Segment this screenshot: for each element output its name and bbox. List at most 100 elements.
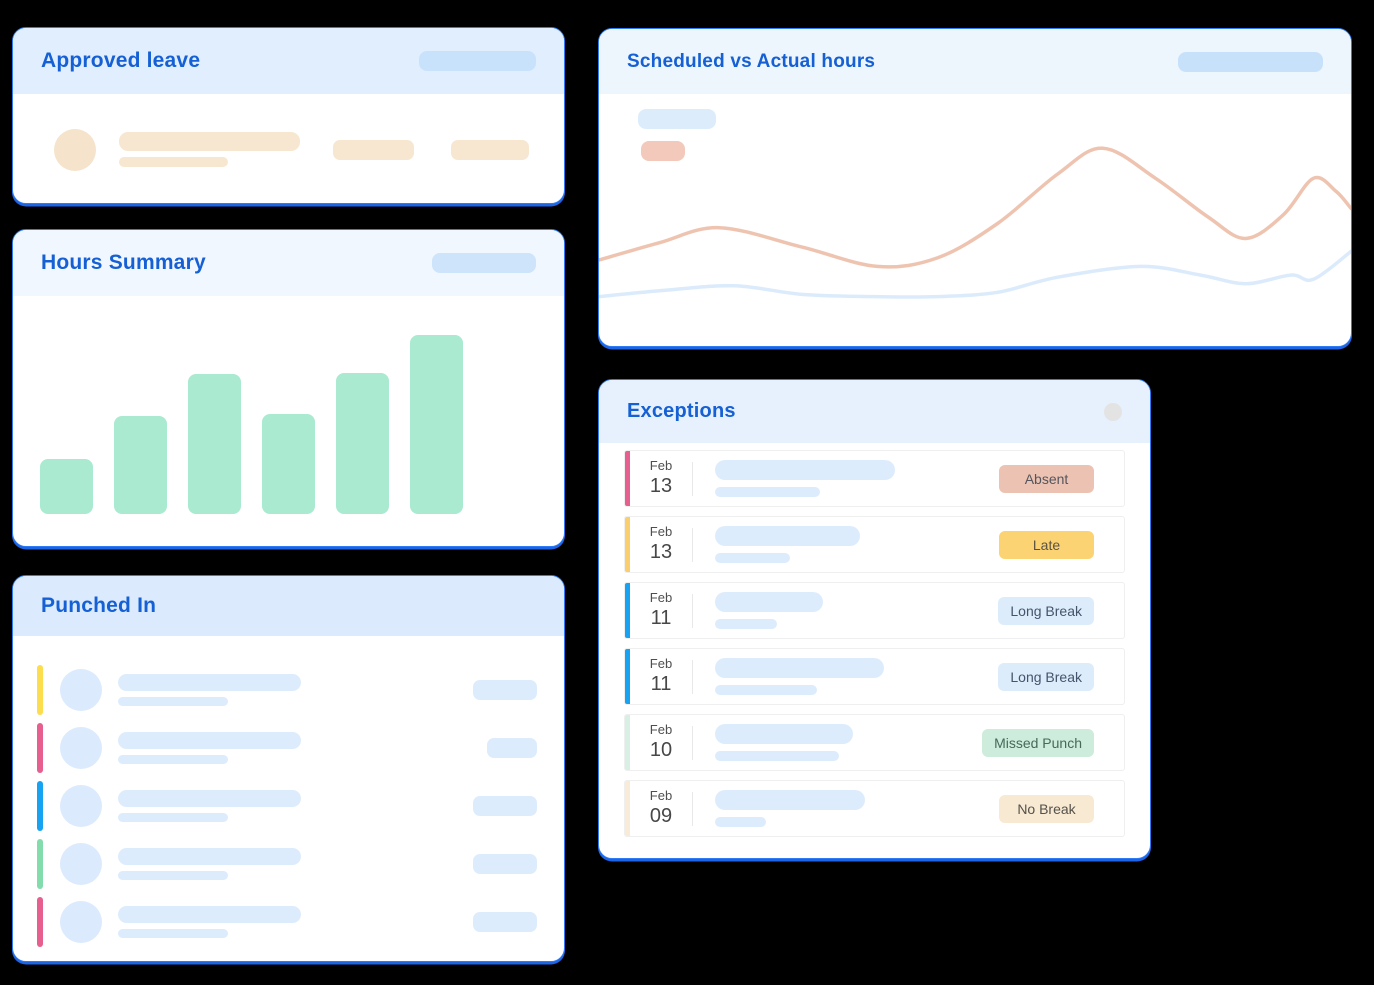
exception-status-badge: Late — [999, 530, 1094, 559]
punched-in-row[interactable] — [37, 838, 537, 889]
exception-text-placeholder — [715, 526, 860, 563]
hours-summary-card: Hours Summary — [12, 229, 565, 547]
punched-in-title: Punched In — [41, 594, 157, 617]
avatar — [60, 784, 102, 827]
scheduled-vs-actual-title: Scheduled vs Actual hours — [627, 50, 876, 72]
skeleton-col4 — [473, 795, 537, 816]
actual-line — [599, 146, 1351, 269]
skeleton-col4 — [473, 911, 537, 932]
exception-status-badge: Missed Punch — [982, 728, 1094, 757]
skeleton-line-primary — [118, 789, 301, 807]
exception-text-placeholder — [715, 592, 823, 629]
skeleton-line-secondary — [715, 553, 790, 563]
skeleton-col4 — [473, 679, 537, 700]
skeleton-line-secondary — [715, 817, 766, 827]
approved-leave-header: Approved leave — [13, 28, 564, 94]
skeleton-line-secondary — [118, 754, 228, 764]
hours-bar — [40, 459, 93, 514]
hours-summary-bar-chart — [40, 334, 463, 514]
row-indicator — [37, 780, 43, 831]
exception-date: Feb 13 — [630, 524, 692, 565]
row-indicator — [37, 838, 43, 889]
skeleton-line-secondary — [118, 870, 228, 880]
exception-text-placeholder — [715, 724, 853, 761]
date-divider — [692, 527, 693, 562]
avatar — [54, 128, 96, 171]
date-divider — [692, 593, 693, 628]
skeleton-line-primary — [715, 526, 860, 546]
exception-month: Feb — [649, 721, 673, 737]
hours-summary-header: Hours Summary — [13, 230, 564, 296]
scheduled-line — [599, 249, 1351, 299]
skeleton-col3 — [333, 139, 414, 160]
skeleton-line-primary — [715, 724, 853, 744]
exception-row[interactable]: Feb 13 Absent — [624, 450, 1125, 507]
skeleton-line-secondary — [118, 928, 228, 938]
line-chart-legend — [638, 109, 716, 161]
skeleton-line-primary — [118, 847, 301, 865]
hours-bar — [188, 374, 241, 514]
exception-row[interactable]: Feb 11 Long Break — [624, 648, 1125, 705]
scheduled-vs-actual-line-chart — [599, 146, 1351, 299]
exception-row[interactable]: Feb 10 Missed Punch — [624, 714, 1125, 771]
exception-row[interactable]: Feb 13 Late — [624, 516, 1125, 573]
scheduled-vs-actual-action-pill[interactable] — [1178, 51, 1323, 72]
row-indicator — [625, 781, 630, 836]
avatar — [60, 726, 102, 769]
exception-month: Feb — [649, 589, 673, 605]
exception-day: 11 — [650, 607, 672, 630]
skeleton-col4 — [487, 737, 537, 758]
exceptions-card: Exceptions Feb 13 Absent Feb 13 Late — [598, 379, 1151, 859]
exception-month: Feb — [649, 523, 673, 539]
skeleton-col4 — [473, 853, 537, 874]
skeleton-col4 — [451, 139, 529, 160]
exception-month: Feb — [649, 655, 673, 671]
approved-leave-row[interactable] — [13, 94, 564, 203]
skeleton-line-primary — [118, 731, 301, 749]
exception-date: Feb 09 — [630, 788, 692, 829]
exception-status-badge: Long Break — [998, 662, 1094, 691]
exceptions-list: Feb 13 Absent Feb 13 Late Feb 11 — [599, 443, 1150, 837]
exception-month: Feb — [649, 787, 673, 803]
punched-in-row[interactable] — [37, 722, 537, 773]
skeleton-line-primary — [715, 460, 895, 480]
skeleton-line-secondary — [715, 487, 820, 497]
row-indicator — [37, 722, 43, 773]
exception-row[interactable]: Feb 09 No Break — [624, 780, 1125, 837]
punched-in-text-placeholder — [118, 847, 301, 880]
status-dot-icon — [1104, 402, 1122, 421]
approved-leave-title: Approved leave — [41, 49, 201, 72]
exception-status-badge: Absent — [999, 464, 1094, 493]
approved-leave-action-pill[interactable] — [419, 51, 536, 71]
avatar — [60, 842, 102, 885]
exception-date: Feb 11 — [630, 590, 692, 631]
scheduled-vs-actual-header: Scheduled vs Actual hours — [599, 29, 1351, 94]
exception-date: Feb 13 — [630, 458, 692, 499]
punched-in-card: Punched In — [12, 575, 565, 962]
punched-in-text-placeholder — [118, 673, 301, 706]
row-indicator — [625, 649, 630, 704]
avatar — [60, 900, 102, 943]
skeleton-line-secondary — [118, 812, 228, 822]
skeleton-line-primary — [715, 592, 823, 612]
punched-in-header: Punched In — [13, 576, 564, 636]
exception-row[interactable]: Feb 11 Long Break — [624, 582, 1125, 639]
exception-status-badge: Long Break — [998, 596, 1094, 625]
punched-in-text-placeholder — [118, 789, 301, 822]
row-indicator — [37, 664, 43, 715]
skeleton-line-secondary — [715, 685, 817, 695]
exception-text-placeholder — [715, 460, 895, 497]
skeleton-line-primary — [119, 132, 300, 151]
row-indicator — [37, 896, 43, 947]
hours-bar — [114, 416, 167, 514]
punched-in-row[interactable] — [37, 664, 537, 715]
punched-in-row[interactable] — [37, 896, 537, 947]
row-indicator — [625, 715, 630, 770]
date-divider — [692, 461, 693, 496]
exception-date: Feb 10 — [630, 722, 692, 763]
skeleton-line-secondary — [119, 157, 228, 167]
legend-scheduled-pill — [638, 109, 716, 129]
punched-in-row[interactable] — [37, 780, 537, 831]
hours-summary-action-pill[interactable] — [432, 253, 536, 273]
